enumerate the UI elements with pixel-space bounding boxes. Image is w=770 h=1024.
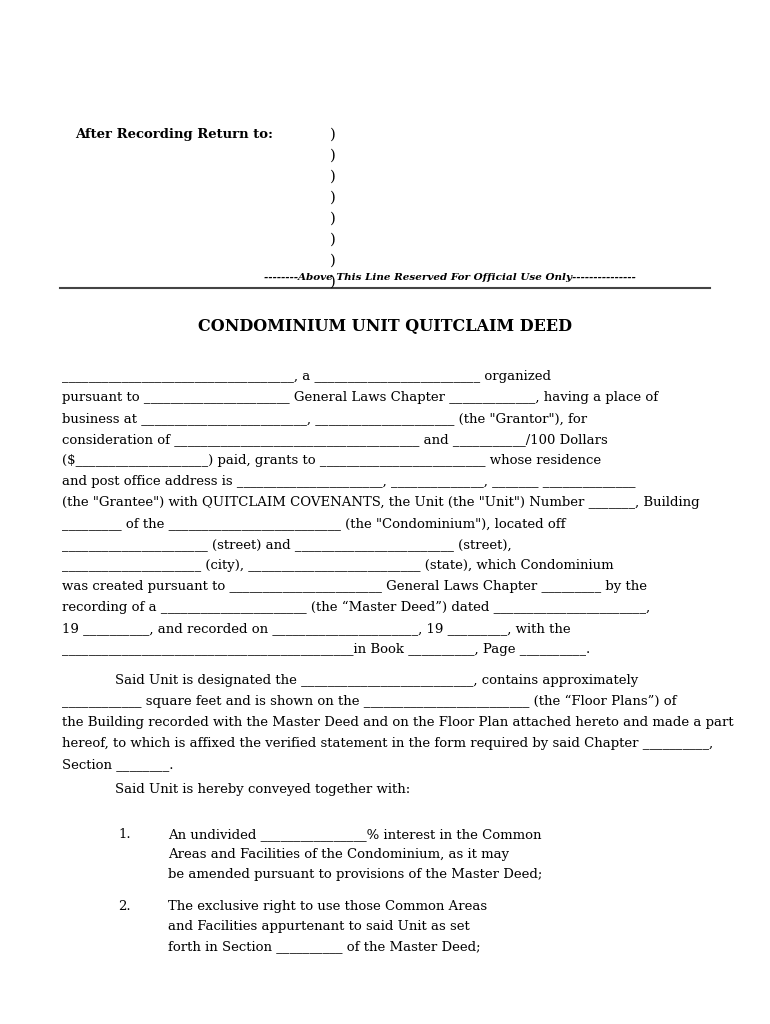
Text: ___________________________________, a _________________________ organized: ___________________________________, a _…	[62, 370, 551, 383]
Text: pursuant to ______________________ General Laws Chapter _____________, having a : pursuant to ______________________ Gener…	[62, 391, 658, 404]
Text: consideration of _____________________________________ and ___________/100 Dolla: consideration of _______________________…	[62, 433, 608, 446]
Text: 2.: 2.	[118, 900, 131, 913]
Text: CONDOMINIUM UNIT QUITCLAIM DEED: CONDOMINIUM UNIT QUITCLAIM DEED	[198, 318, 572, 335]
Text: Said Unit is designated the __________________________, contains approximately: Said Unit is designated the ____________…	[115, 674, 638, 687]
Text: An undivided ________________% interest in the Common: An undivided ________________% interest …	[168, 828, 541, 841]
Text: _____________________ (city), __________________________ (state), which Condomin: _____________________ (city), __________…	[62, 559, 614, 572]
Text: ______________________ (street) and ________________________ (street),: ______________________ (street) and ____…	[62, 538, 511, 551]
Text: forth in Section __________ of the Master Deed;: forth in Section __________ of the Maste…	[168, 940, 480, 953]
Text: was created pursuant to _______________________ General Laws Chapter _________ b: was created pursuant to ________________…	[62, 580, 647, 593]
Text: ): )	[330, 170, 336, 184]
Text: Said Unit is hereby conveyed together with:: Said Unit is hereby conveyed together wi…	[115, 783, 410, 796]
Text: The exclusive right to use those Common Areas: The exclusive right to use those Common …	[168, 900, 487, 913]
Text: 19 __________, and recorded on ______________________, 19 _________, with the: 19 __________, and recorded on _________…	[62, 622, 571, 635]
Text: After Recording Return to:: After Recording Return to:	[75, 128, 273, 141]
Text: ____________________________________________in Book __________, Page __________.: ________________________________________…	[62, 643, 591, 656]
Text: 1.: 1.	[118, 828, 131, 841]
Text: ): )	[330, 150, 336, 163]
Text: be amended pursuant to provisions of the Master Deed;: be amended pursuant to provisions of the…	[168, 868, 542, 881]
Text: hereof, to which is affixed the verified statement in the form required by said : hereof, to which is affixed the verified…	[62, 737, 713, 750]
Text: ($____________________) paid, grants to _________________________ whose residenc: ($____________________) paid, grants to …	[62, 454, 601, 467]
Text: Section ________.: Section ________.	[62, 758, 173, 771]
Text: (the "Grantee") with QUITCLAIM COVENANTS, the Unit (the "Unit") Number _______, : (the "Grantee") with QUITCLAIM COVENANTS…	[62, 496, 700, 509]
Text: the Building recorded with the Master Deed and on the Floor Plan attached hereto: the Building recorded with the Master De…	[62, 716, 734, 729]
Text: ): )	[330, 191, 336, 205]
Text: and Facilities appurtenant to said Unit as set: and Facilities appurtenant to said Unit …	[168, 920, 470, 933]
Text: and post office address is ______________________, ______________, _______ _____: and post office address is _____________…	[62, 475, 635, 488]
Text: Areas and Facilities of the Condominium, as it may: Areas and Facilities of the Condominium,…	[168, 848, 509, 861]
Text: ____________ square feet and is shown on the _________________________ (the “Flo: ____________ square feet and is shown on…	[62, 695, 677, 709]
Text: _________ of the __________________________ (the "Condominium"), located off: _________ of the _______________________…	[62, 517, 565, 530]
Text: ): )	[330, 254, 336, 268]
Text: ): )	[330, 212, 336, 226]
Text: --------Above This Line Reserved For Official Use Only---------------: --------Above This Line Reserved For Off…	[264, 273, 636, 282]
Text: ): )	[330, 128, 336, 142]
Text: business at _________________________, _____________________ (the "Grantor"), fo: business at _________________________, _…	[62, 412, 587, 425]
Text: ): )	[330, 275, 336, 289]
Text: recording of a ______________________ (the “Master Deed”) dated ________________: recording of a ______________________ (t…	[62, 601, 650, 614]
Text: ): )	[330, 233, 336, 247]
